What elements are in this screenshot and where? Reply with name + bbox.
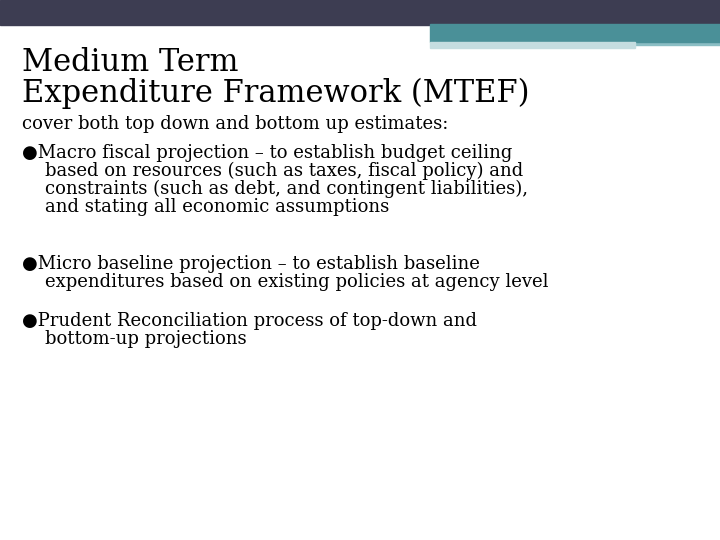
Text: expenditures based on existing policies at agency level: expenditures based on existing policies … bbox=[22, 273, 549, 291]
Text: ●Prudent Reconciliation process of top-down and: ●Prudent Reconciliation process of top-d… bbox=[22, 312, 477, 330]
Bar bbox=[0, 0, 720, 25]
Text: Medium Term: Medium Term bbox=[22, 47, 238, 78]
Text: cover both top down and bottom up estimates:: cover both top down and bottom up estima… bbox=[22, 115, 449, 133]
Bar bbox=[635, 25, 720, 45]
Text: ●Macro fiscal projection – to establish budget ceiling: ●Macro fiscal projection – to establish … bbox=[22, 144, 513, 162]
Text: based on resources (such as taxes, fiscal policy) and: based on resources (such as taxes, fisca… bbox=[22, 162, 523, 180]
Text: and stating all economic assumptions: and stating all economic assumptions bbox=[22, 198, 390, 216]
Bar bbox=[430, 42, 635, 48]
Bar bbox=[430, 24, 720, 42]
Text: bottom-up projections: bottom-up projections bbox=[22, 330, 247, 348]
Text: Expenditure Framework (MTEF): Expenditure Framework (MTEF) bbox=[22, 78, 529, 109]
Text: constraints (such as debt, and contingent liabilities),: constraints (such as debt, and contingen… bbox=[22, 180, 528, 198]
Text: ●Micro baseline projection – to establish baseline: ●Micro baseline projection – to establis… bbox=[22, 255, 480, 273]
